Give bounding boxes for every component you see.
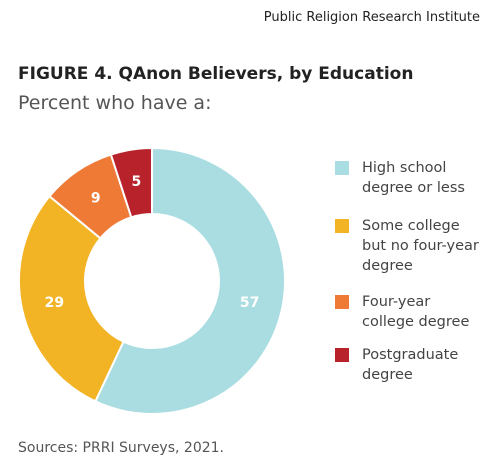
legend-label: Four-year college degree (362, 294, 470, 330)
data-label: 5 (131, 174, 141, 190)
donut-segment (109, 146, 153, 219)
data-label: 57 (240, 295, 259, 311)
donut-segment (94, 146, 286, 415)
source-org: Public Religion Research Institute (263, 10, 480, 25)
legend-swatch (335, 161, 349, 175)
legend-swatch (335, 348, 349, 362)
source-note: Sources: PRRI Surveys, 2021. (18, 440, 224, 456)
data-label: 9 (91, 190, 101, 206)
legend-label: Some college but no four-year degree (362, 218, 479, 274)
donut-segment (18, 194, 125, 403)
chart-title: FIGURE 4. QAnon Believers, by Education (18, 64, 414, 84)
data-label: 29 (45, 295, 64, 311)
chart-subtitle: Percent who have a: (18, 92, 212, 114)
legend-swatch (335, 295, 349, 309)
legend-swatch (335, 219, 349, 233)
legend-label: High school degree or less (362, 160, 465, 196)
legend-label: Postgraduate degree (362, 347, 459, 383)
